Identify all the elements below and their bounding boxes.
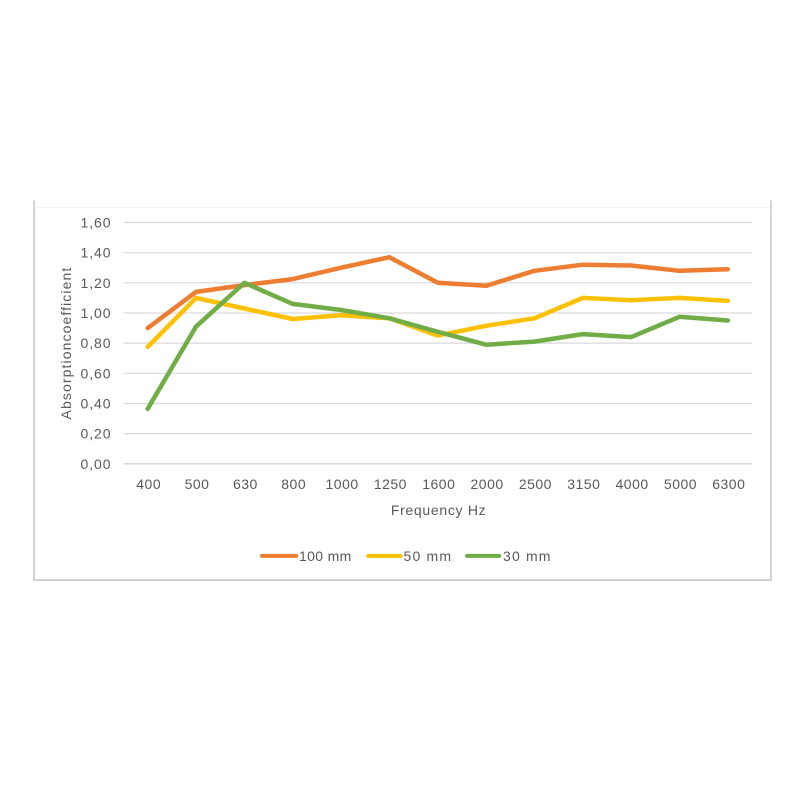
svg-text:2000: 2000 (471, 476, 504, 492)
svg-text:1250: 1250 (374, 476, 407, 492)
svg-text:500: 500 (185, 476, 210, 492)
svg-text:0,20: 0,20 (81, 426, 112, 442)
svg-text:Absorptioncoefficient: Absorptioncoefficient (58, 267, 74, 420)
svg-text:0,80: 0,80 (81, 335, 112, 351)
svg-text:5000: 5000 (664, 476, 697, 492)
svg-text:0,60: 0,60 (81, 365, 112, 381)
svg-text:1,00: 1,00 (81, 305, 112, 321)
svg-text:630: 630 (233, 476, 258, 492)
svg-text:0,40: 0,40 (81, 396, 112, 412)
svg-text:100 mm: 100 mm (299, 548, 352, 564)
svg-text:30 mm: 30 mm (503, 548, 552, 564)
svg-text:1,60: 1,60 (81, 215, 112, 231)
svg-text:0,00: 0,00 (81, 456, 112, 472)
svg-text:800: 800 (281, 476, 306, 492)
svg-text:6300: 6300 (712, 476, 745, 492)
svg-text:3150: 3150 (567, 476, 600, 492)
svg-text:4000: 4000 (616, 476, 649, 492)
svg-text:1,40: 1,40 (81, 245, 112, 261)
svg-text:Frequency Hz: Frequency Hz (391, 502, 487, 518)
svg-text:50 mm: 50 mm (404, 548, 453, 564)
svg-text:1600: 1600 (422, 476, 455, 492)
svg-text:400: 400 (136, 476, 161, 492)
svg-text:1,20: 1,20 (81, 275, 112, 291)
svg-text:1000: 1000 (326, 476, 359, 492)
svg-text:2500: 2500 (519, 476, 552, 492)
